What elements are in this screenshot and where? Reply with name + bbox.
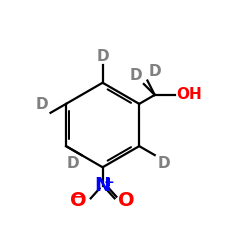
Text: O: O xyxy=(70,191,87,210)
Text: OH: OH xyxy=(176,88,202,102)
Text: D: D xyxy=(36,96,48,112)
Text: D: D xyxy=(157,156,170,171)
Text: O: O xyxy=(118,191,135,210)
Text: −: − xyxy=(73,189,85,203)
Text: D: D xyxy=(130,68,142,83)
Text: D: D xyxy=(66,156,79,171)
Text: D: D xyxy=(149,64,161,79)
Text: +: + xyxy=(104,176,115,189)
Text: N: N xyxy=(94,176,111,196)
Text: D: D xyxy=(96,48,109,64)
